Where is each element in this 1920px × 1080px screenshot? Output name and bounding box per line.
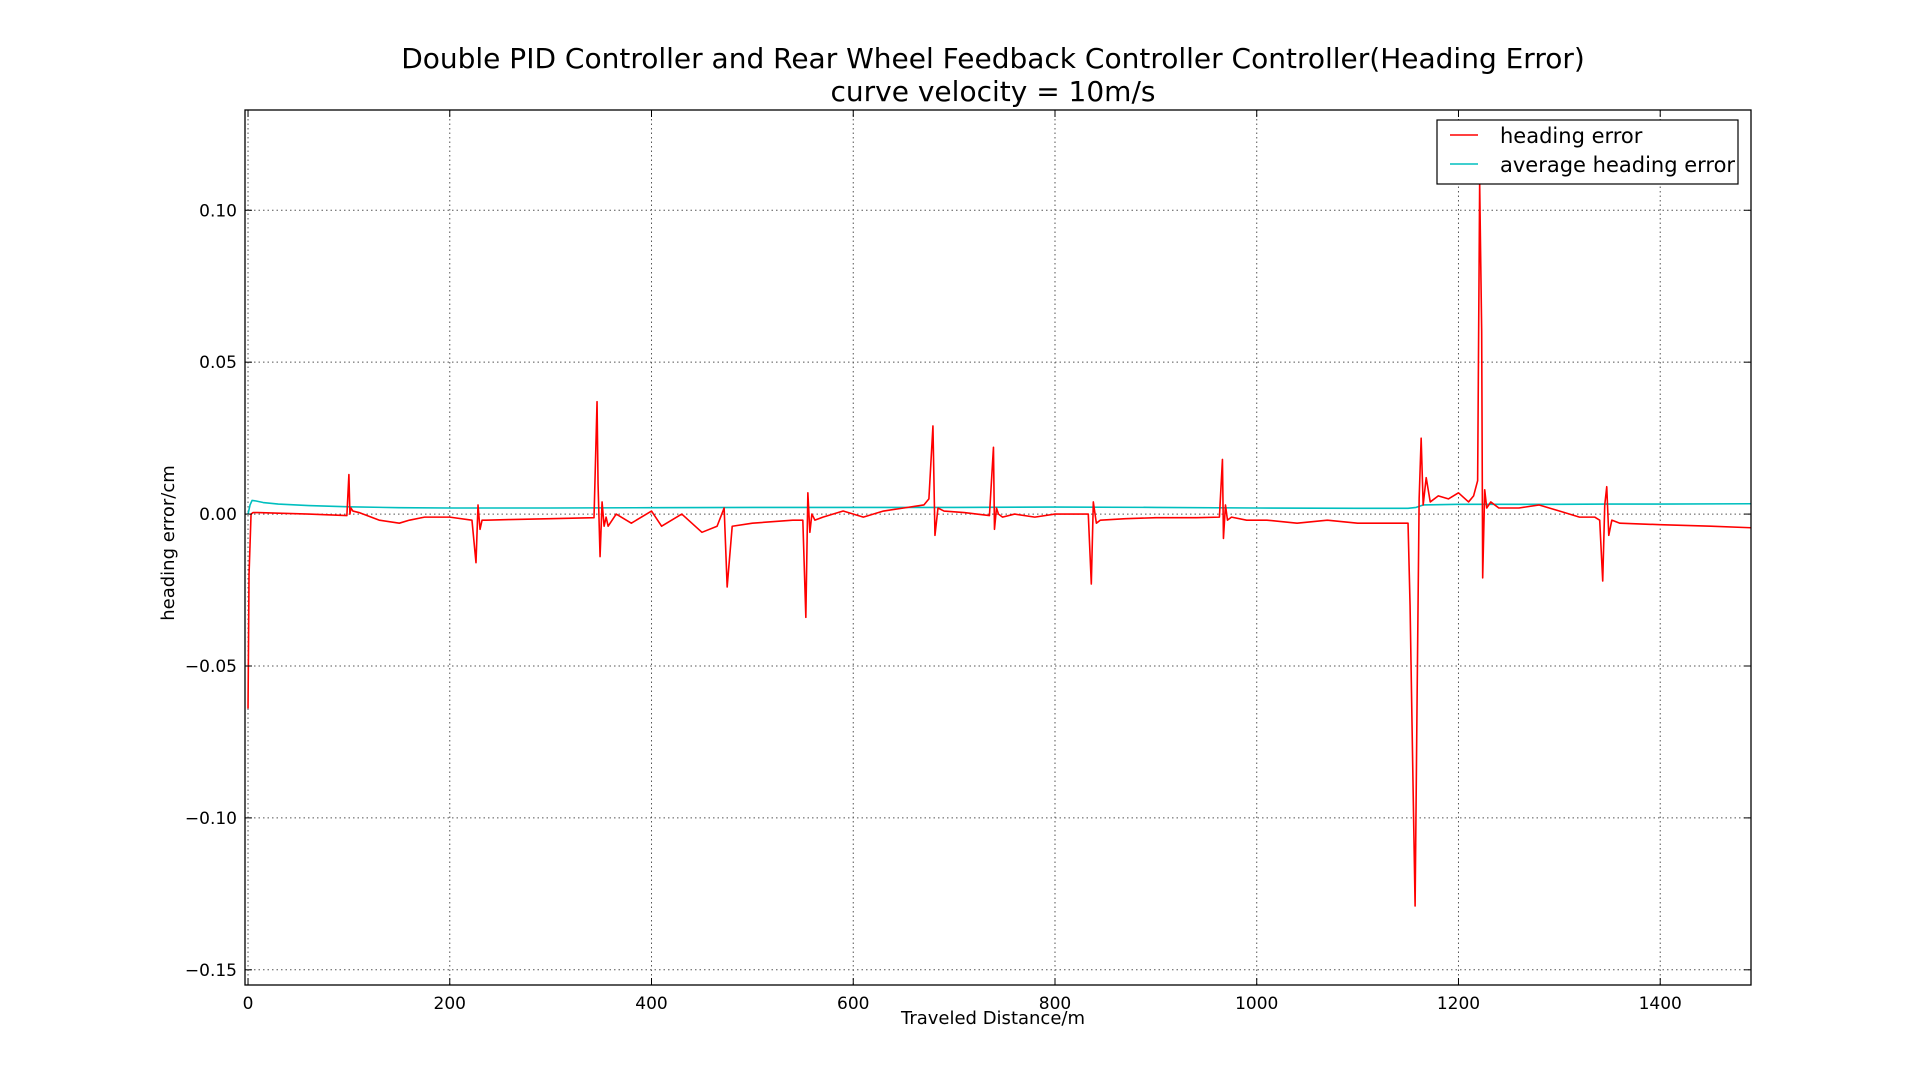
y-tick-label: −0.15 (185, 961, 237, 981)
axis-ticks: 0 200 400 600 800 1000 1200 1400 0.10 0.05 0.00 −0.… (185, 110, 1751, 1014)
y-tick-label: −0.10 (185, 809, 237, 829)
chart-title: Double PID Controller and Rear Wheel Fee… (401, 42, 1585, 75)
grid-layer (245, 110, 1751, 985)
y-tick-label: 0.10 (199, 201, 237, 221)
x-axis-label: Traveled Distance/m (900, 1008, 1085, 1029)
y-tick-label: −0.05 (185, 657, 237, 677)
y-tick-label: 0.00 (199, 505, 237, 525)
legend-label-heading-error: heading error (1500, 124, 1643, 148)
plot-data (247, 182, 1752, 907)
chart-subtitle: curve velocity = 10m/s (831, 75, 1156, 108)
y-axis-label: heading error/cm (158, 465, 179, 621)
plot-frame (244, 109, 1752, 986)
x-tick-label: 600 (837, 994, 869, 1014)
x-tick-label: 0 (243, 994, 254, 1014)
legend-box (1436, 119, 1739, 185)
x-tick-label: 800 (1039, 994, 1071, 1014)
x-tick-label: 1200 (1437, 994, 1480, 1014)
legend-label-average-heading-error: average heading error (1500, 153, 1735, 177)
x-tick-label: 400 (635, 994, 667, 1014)
x-tick-label: 1000 (1235, 994, 1278, 1014)
series-line-heading-error (247, 182, 1752, 907)
x-tick-label: 200 (434, 994, 466, 1014)
y-tick-label: 0.05 (199, 353, 237, 373)
x-tick-label: 1400 (1639, 994, 1682, 1014)
legend: heading error average heading error (1436, 119, 1739, 185)
